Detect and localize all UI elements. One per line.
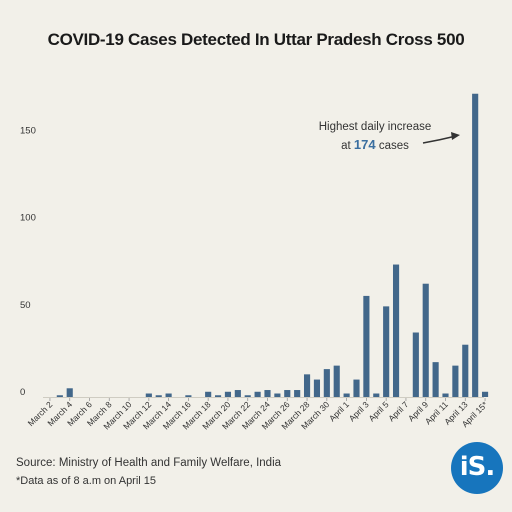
bar: [422, 283, 429, 397]
x-tick-label: April 5: [366, 399, 390, 423]
bar: [185, 395, 192, 397]
x-tick-label: April 3: [347, 399, 371, 423]
annotation-suffix: cases: [379, 140, 409, 152]
annotation: Highest daily increase at 174 cases: [319, 121, 460, 152]
bar: [373, 393, 380, 397]
bar: [452, 365, 459, 397]
bar: [323, 369, 330, 397]
bar: [481, 391, 489, 397]
annotation-prefix: at: [341, 140, 351, 152]
bar: [432, 362, 439, 397]
bar: [254, 391, 261, 397]
footnote-text: *Data as of 8 a.m on April 15: [16, 475, 157, 487]
x-tick-label: April 7: [386, 399, 410, 423]
bar: [333, 365, 340, 397]
bar: [145, 393, 152, 397]
x-tick-label: April 1: [327, 399, 351, 423]
bar: [392, 264, 400, 397]
annotation-line1: Highest daily increase: [319, 121, 432, 133]
bar: [363, 295, 370, 397]
y-tick-label: 50: [20, 300, 31, 311]
bar: [66, 388, 73, 397]
bar: [353, 379, 360, 397]
y-tick-label: 100: [20, 213, 36, 224]
annotation-arrowhead: [451, 132, 460, 140]
bar: [214, 395, 222, 397]
bar: [224, 391, 232, 397]
bar: [56, 395, 63, 397]
bar: [165, 393, 172, 397]
bar: [205, 391, 212, 397]
bar: [244, 395, 251, 397]
bars: [56, 93, 489, 398]
bar: [274, 393, 281, 397]
bar: [284, 390, 291, 397]
bar: [442, 393, 449, 397]
bar: [234, 390, 241, 397]
bar: [303, 374, 311, 397]
indiaspend-logo: iS.: [451, 442, 503, 494]
y-tick-label: 150: [20, 126, 36, 137]
annotation-number: 174: [354, 137, 376, 152]
bar: [294, 390, 301, 397]
bar: [155, 395, 162, 397]
annotation-arrow: [422, 135, 457, 144]
bar: [472, 93, 479, 398]
bar: [343, 393, 350, 397]
y-axis-ticks: 0 50 100 150: [20, 126, 36, 398]
bar: [264, 390, 271, 397]
bar: [383, 306, 390, 397]
annotation-line2: at 174 cases: [341, 137, 409, 152]
y-tick-label: 0: [20, 387, 25, 398]
bar: [313, 379, 321, 397]
bar: [462, 344, 469, 397]
source-text: Source: Ministry of Health and Family We…: [16, 457, 282, 469]
bar: [412, 332, 419, 397]
chart-title: COVID-19 Cases Detected In Uttar Pradesh…: [47, 30, 465, 49]
